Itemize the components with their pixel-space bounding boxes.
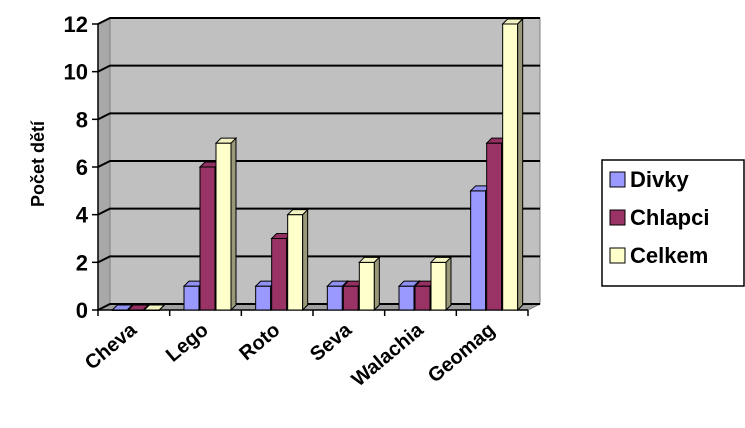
bar-front [502,23,519,311]
bar-front [255,285,272,311]
y-tick-label: 6 [76,155,88,180]
bar-front [358,261,375,311]
bar-side [142,304,149,311]
bar-celkem-geomag [501,17,524,312]
x-tick-label: Seva [306,318,357,365]
legend-box [601,159,745,287]
bar-front [414,285,431,311]
bar-side [445,256,452,312]
legend-swatch-celkem [609,247,626,264]
y-tick-label: 12 [64,12,88,37]
bar-side [373,256,380,312]
bars [111,17,524,312]
legend: Divky Chlapci Celkem [601,159,745,287]
legend-label-chlapci: Chlapci [630,205,709,230]
gridline [97,207,540,216]
bar-front [183,285,200,311]
bar-celkem-walachia [429,256,453,312]
bar-celkem-cheva [143,304,166,311]
x-tick-label: Geomag [424,319,499,387]
gridline [97,255,540,264]
x-tick-label: Cheva [81,318,142,374]
bar-front [199,166,216,311]
y-axis-title: Počet dětí [28,120,48,207]
bar-side [158,304,165,311]
legend-label-celkem: Celkem [630,243,708,268]
y-tick-label: 4 [76,203,89,228]
bar-front [430,261,447,311]
y-tick-label: 8 [76,107,88,132]
bar-front [326,285,343,311]
bar-celkem-roto [286,208,309,312]
bar-front [398,285,415,311]
bar-front [271,238,288,311]
y-tick-label: 2 [76,250,88,275]
gridline [97,112,540,121]
legend-swatch-chlapci [609,209,626,226]
bar-side [517,17,524,312]
bar-side [126,304,133,311]
bar-front [486,142,503,311]
gridline [97,64,540,73]
axes [97,24,529,316]
x-tick-label: Lego [162,319,213,367]
gridline [97,303,540,311]
bar-chlapci-cheva [127,304,150,311]
y-tick-label: 10 [64,60,88,85]
gridline [97,160,540,168]
bar-side [230,136,237,312]
gridline [97,17,540,25]
bar-celkem-lego [214,136,238,312]
x-tick-label: Walachia [348,318,429,391]
y-axis-tick-labels: 0 2 4 6 8 10 12 [64,12,89,323]
x-tick-label: Roto [235,319,284,365]
y-tick-label: 0 [76,298,88,323]
bar-side [302,208,309,312]
bar-front [342,285,359,311]
bar-front [470,190,487,311]
plot-area [92,17,541,316]
legend-label-divky: Divky [630,167,689,192]
bar-celkem-seva [358,256,381,312]
bar-front [287,214,304,311]
bar-divky-cheva [111,304,134,311]
bar-front [215,142,232,311]
legend-swatch-divky [609,171,626,188]
gridlines [92,17,540,311]
